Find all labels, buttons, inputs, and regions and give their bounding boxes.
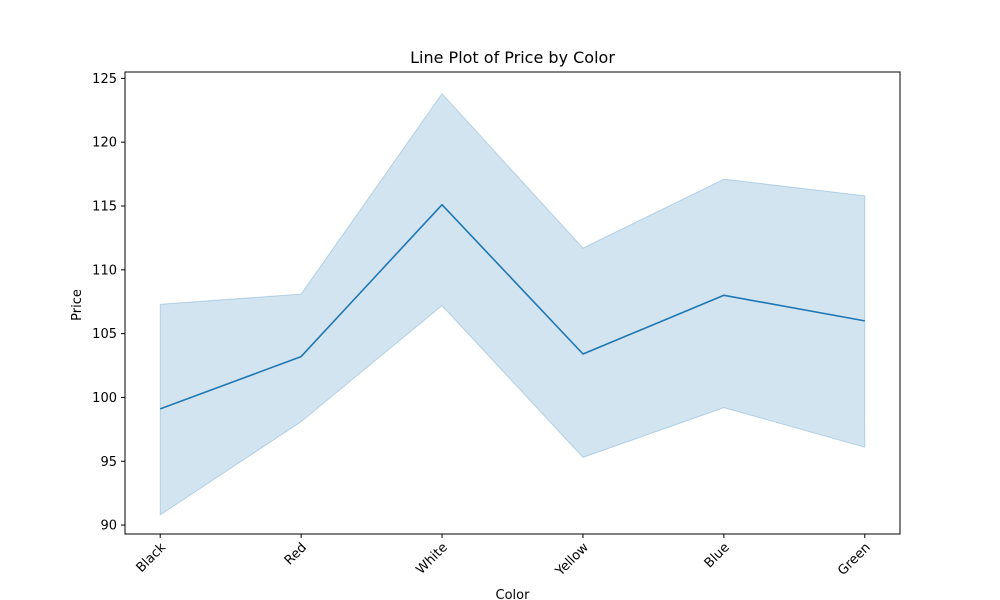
y-tick-label: 105 bbox=[92, 327, 117, 342]
x-axis: Black Red White Yellow Blue Green bbox=[134, 534, 874, 580]
x-tick-label-red: Red bbox=[282, 540, 310, 568]
chart-title: Line Plot of Price by Color bbox=[410, 48, 615, 67]
y-tick-label: 90 bbox=[100, 519, 117, 534]
confidence-band bbox=[159, 92, 866, 516]
series-line bbox=[159, 203, 865, 410]
y-tick-label: 110 bbox=[92, 263, 117, 278]
x-tick-label-yellow: Yellow bbox=[552, 540, 592, 580]
x-tick-label-blue: Blue bbox=[702, 540, 733, 571]
y-tick-label: 95 bbox=[100, 455, 117, 470]
x-tick-label-white: White bbox=[413, 540, 450, 577]
x-axis-label: Color bbox=[496, 588, 531, 600]
y-axis-label: Price bbox=[70, 289, 85, 321]
x-tick-label-black: Black bbox=[134, 540, 170, 576]
plot-frame bbox=[124, 71, 901, 535]
y-tick-label: 120 bbox=[92, 136, 117, 151]
y-tick-label: 115 bbox=[92, 200, 117, 215]
y-axis: 90 95 100 105 110 115 120 125 bbox=[92, 72, 125, 534]
plot-area bbox=[159, 92, 866, 516]
y-tick-label: 100 bbox=[92, 391, 117, 406]
y-tick-label: 125 bbox=[92, 72, 117, 87]
x-tick-label-green: Green bbox=[835, 540, 873, 578]
